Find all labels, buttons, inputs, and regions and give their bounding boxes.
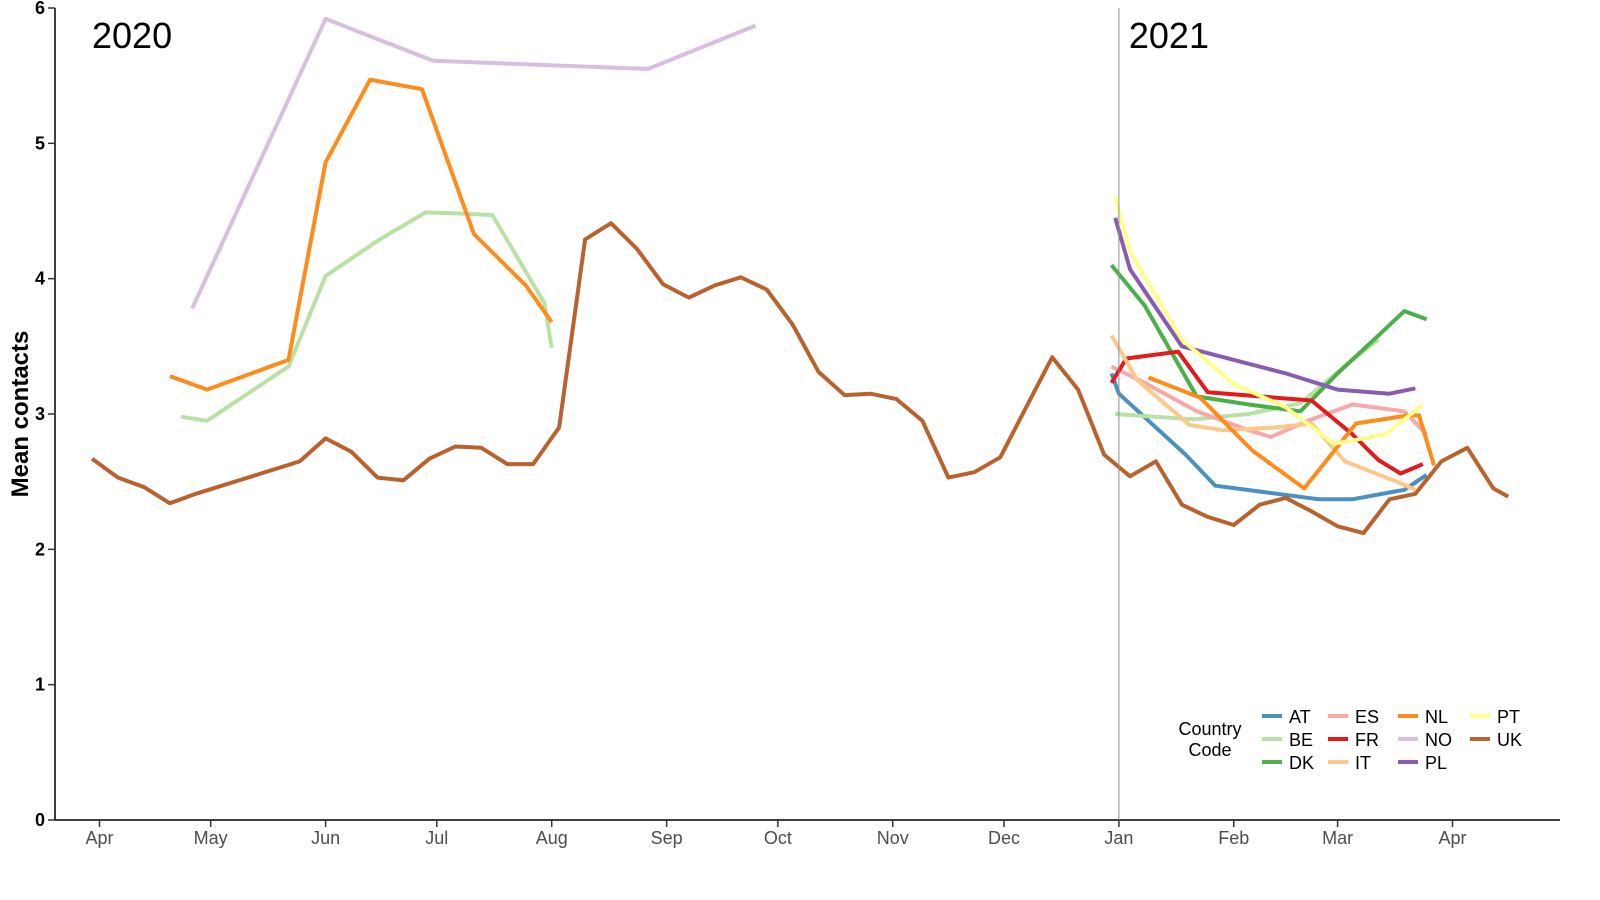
series-line-es <box>1110 364 1429 439</box>
legend-label-pl: PL <box>1425 753 1447 773</box>
legend-label-pt: PT <box>1497 707 1520 727</box>
legend-item-no: NO <box>1398 730 1452 750</box>
legend-label-dk: DK <box>1289 753 1314 773</box>
y-tick-label: 5 <box>35 133 45 153</box>
legend-item-uk: UK <box>1470 730 1522 750</box>
legend-item-pt: PT <box>1470 707 1520 727</box>
legend-label-no: NO <box>1425 730 1452 750</box>
y-tick-label: 4 <box>35 269 45 289</box>
legend-title: Country <box>1178 719 1241 739</box>
legend-label-nl: NL <box>1425 707 1448 727</box>
axes: Apr May Jun Jul Aug Sep Oct Nov Dec Jan Feb Mar Apr … <box>35 0 1560 848</box>
legend-item-be: BE <box>1262 730 1313 750</box>
series-line-nl-2 <box>1147 375 1436 491</box>
legend-item-nl: NL <box>1398 707 1448 727</box>
series-line-fr <box>1109 349 1424 476</box>
x-tick-label-aug: Aug <box>536 828 568 848</box>
x-tick-label-jul: Jul <box>425 828 448 848</box>
x-tick-label-sep: Sep <box>651 828 683 848</box>
series-line-dk <box>1109 263 1428 414</box>
year-label-2020: 2020 <box>92 15 172 56</box>
legend-label-uk: UK <box>1497 730 1522 750</box>
year-label-2021: 2021 <box>1129 15 1209 56</box>
series-line-pt <box>1113 196 1425 446</box>
x-axis-ticks: Apr May Jun Jul Aug Sep Oct Nov Dec Jan Feb Mar Apr <box>85 820 1467 848</box>
legend-label-fr: FR <box>1355 730 1379 750</box>
legend-label-be: BE <box>1289 730 1313 750</box>
legend-label-at: AT <box>1289 707 1311 727</box>
x-tick-label-mar: Mar <box>1322 828 1353 848</box>
series-lines <box>90 16 1510 536</box>
y-axis-title: Mean contacts <box>7 331 34 498</box>
legend-label-es: ES <box>1355 707 1379 727</box>
y-tick-label: 6 <box>35 0 45 18</box>
legend-item-fr: FR <box>1328 730 1379 750</box>
series-line-nl-1 <box>169 77 554 392</box>
series-line-no <box>190 16 757 310</box>
series-line-pl <box>1113 217 1416 396</box>
legend-item-it: IT <box>1328 753 1371 773</box>
legend-item-pl: PL <box>1398 753 1447 773</box>
y-tick-label: 3 <box>35 404 45 424</box>
y-tick-label: 0 <box>35 810 45 830</box>
x-tick-label-apr: Apr <box>1438 828 1466 848</box>
legend-title: Code <box>1188 740 1231 760</box>
x-tick-label-dec: Dec <box>988 828 1020 848</box>
series-line-it <box>1109 334 1417 492</box>
x-tick-label-jun: Jun <box>311 828 340 848</box>
x-tick-label-jan: Jan <box>1104 828 1133 848</box>
x-tick-label-apr: Apr <box>85 828 113 848</box>
x-tick-label-oct: Oct <box>764 828 792 848</box>
series-line-be-1 <box>180 210 554 423</box>
legend-item-at: AT <box>1262 707 1311 727</box>
x-tick-label-may: May <box>194 828 228 848</box>
y-tick-label: 2 <box>35 539 45 559</box>
legend-item-es: ES <box>1328 707 1379 727</box>
y-tick-label: 1 <box>35 675 45 695</box>
legend-item-dk: DK <box>1262 753 1314 773</box>
x-tick-label-feb: Feb <box>1218 828 1249 848</box>
series-line-uk <box>90 221 1510 536</box>
legend-label-it: IT <box>1355 753 1371 773</box>
x-tick-label-nov: Nov <box>877 828 909 848</box>
y-axis-ticks: 0 1 2 3 4 5 6 <box>35 0 55 830</box>
